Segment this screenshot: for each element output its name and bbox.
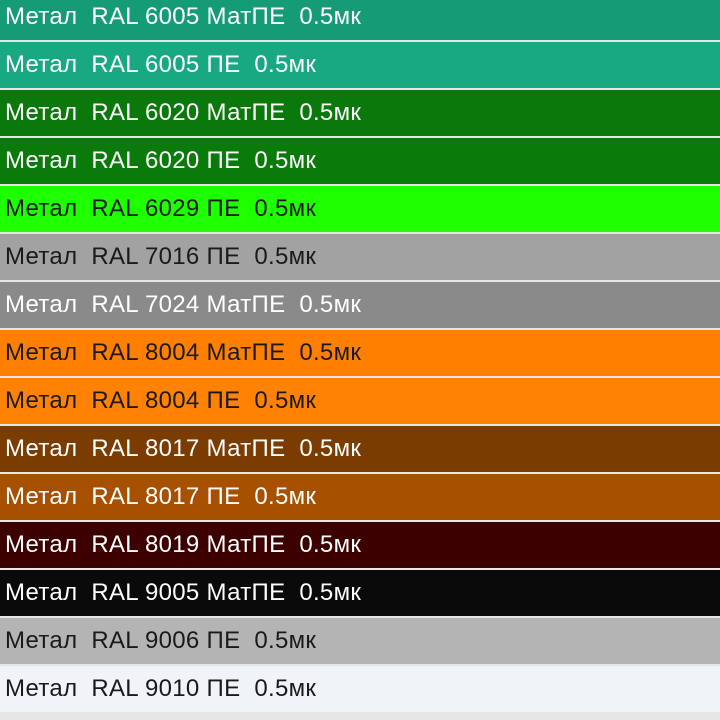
row-label: Метал RAL 6020 ПЕ 0.5мк	[5, 147, 317, 174]
row-label: Метал RAL 9005 МатПЕ 0.5мк	[5, 579, 362, 606]
color-row[interactable]: Метал RAL 6005 МатПЕ 0.5мк	[0, 0, 720, 40]
color-row[interactable]: Метал RAL 9006 ПЕ 0.5мк	[0, 618, 720, 664]
color-row[interactable]: Метал RAL 6020 МатПЕ 0.5мк	[0, 90, 720, 136]
row-label: Метал RAL 8019 МатПЕ 0.5мк	[5, 531, 362, 558]
color-row[interactable]: Метал RAL 8017 МатПЕ 0.5мк	[0, 426, 720, 472]
color-row[interactable]: Метал RAL 6005 ПЕ 0.5мк	[0, 42, 720, 88]
row-label: Метал RAL 8017 МатПЕ 0.5мк	[5, 435, 362, 462]
color-row[interactable]: Метал RAL 6029 ПЕ 0.5мк	[0, 186, 720, 232]
row-label: Метал RAL 6005 ПЕ 0.5мк	[5, 51, 317, 78]
row-label: Метал RAL 8004 ПЕ 0.5мк	[5, 387, 317, 414]
color-row[interactable]: Метал RAL 7024 МатПЕ 0.5мк	[0, 282, 720, 328]
color-row[interactable]: Метал RAL 8004 МатПЕ 0.5мк	[0, 330, 720, 376]
row-label: Метал RAL 9006 ПЕ 0.5мк	[5, 627, 317, 654]
row-label: Метал RAL 6029 ПЕ 0.5мк	[5, 195, 317, 222]
row-label: Метал RAL 8017 ПЕ 0.5мк	[5, 483, 317, 510]
row-label: Метал RAL 6020 МатПЕ 0.5мк	[5, 99, 362, 126]
color-row[interactable]: Метал RAL 8019 МатПЕ 0.5мк	[0, 522, 720, 568]
color-row[interactable]: Метал RAL 9005 МатПЕ 0.5мк	[0, 570, 720, 616]
row-label: Метал RAL 9010 ПЕ 0.5мк	[5, 675, 317, 702]
color-row[interactable]: Метал RAL 9010 ПЕ 0.5мк	[0, 666, 720, 712]
color-row[interactable]: Метал RAL 6020 ПЕ 0.5мк	[0, 138, 720, 184]
color-row[interactable]: Метал RAL 7016 ПЕ 0.5мк	[0, 234, 720, 280]
color-row[interactable]: Метал RAL 8004 ПЕ 0.5мк	[0, 378, 720, 424]
color-row[interactable]: Метал RAL 8017 ПЕ 0.5мк	[0, 474, 720, 520]
row-label: Метал RAL 7024 МатПЕ 0.5мк	[5, 291, 362, 318]
row-label: Метал RAL 6005 МатПЕ 0.5мк	[5, 3, 362, 30]
row-label: Метал RAL 8004 МатПЕ 0.5мк	[5, 339, 362, 366]
row-label: Метал RAL 7016 ПЕ 0.5мк	[5, 243, 317, 270]
